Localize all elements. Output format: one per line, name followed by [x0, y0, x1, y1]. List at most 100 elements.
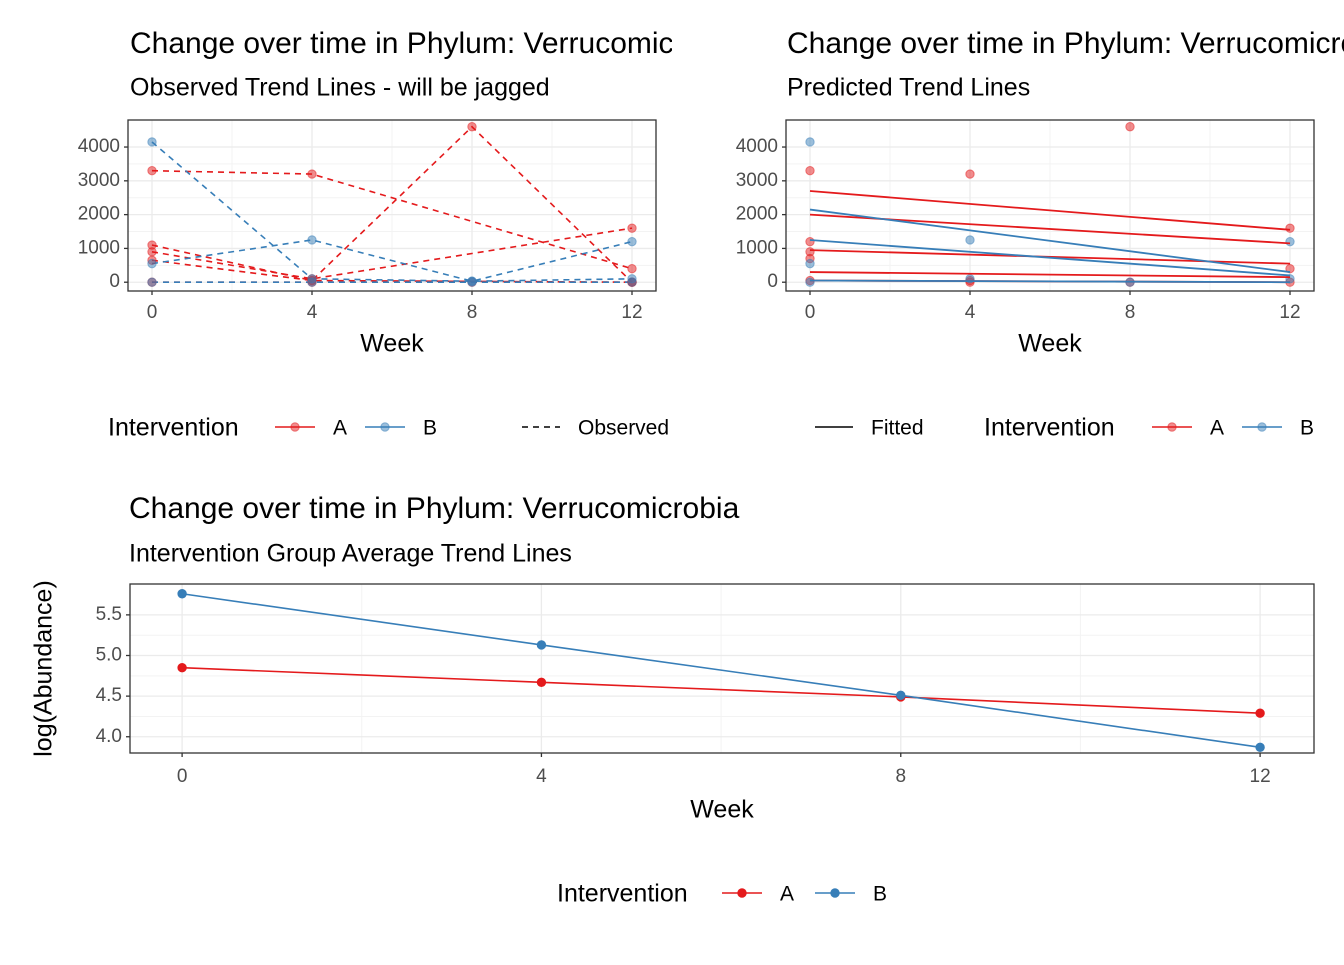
trend-line: [151, 125, 633, 283]
trend-line: [182, 666, 1261, 714]
point: [307, 235, 317, 245]
trend-line: [151, 239, 633, 283]
point: [147, 165, 157, 176]
point: [147, 258, 157, 269]
legend-key-point: [1167, 422, 1177, 432]
panel: 0 1000 2000 3000 4000 0 4 8 12 Change over time i…: [736, 27, 1344, 442]
y-tick-label: 4.5: [96, 685, 122, 706]
point: [536, 677, 547, 688]
y-tick-label: 3000: [736, 170, 778, 191]
point: [307, 277, 317, 287]
x-tick-label: 4: [965, 302, 976, 323]
trend-line: [151, 259, 633, 284]
point: [467, 277, 477, 287]
y-axis-title: log(Abundance): [30, 580, 58, 757]
point: [1285, 223, 1295, 233]
point: [1285, 263, 1295, 274]
point: [627, 223, 637, 233]
x-tick-label: 8: [895, 766, 906, 787]
chart-title: Change over time in Phylum: Verrucomicro…: [129, 492, 740, 525]
trend-line: [809, 279, 1291, 284]
x-tick-label: 8: [467, 302, 478, 323]
y-tick-label: 5.0: [96, 645, 122, 666]
chart-title: Change over time in Phylum: Verrucomicro…: [130, 27, 741, 60]
legend-key-point: [830, 888, 840, 898]
point: [536, 640, 547, 650]
y-tick-label: 2000: [736, 204, 778, 225]
legend-title: Intervention: [984, 414, 1115, 442]
point: [965, 169, 975, 179]
y-tick-label: 3000: [78, 170, 120, 191]
x-tick-label: 12: [1250, 766, 1271, 787]
chart-subtitle: Observed Trend Lines - will be jagged: [130, 74, 550, 102]
x-tick-label: 4: [307, 302, 318, 323]
x-tick-label: 8: [1125, 302, 1136, 323]
point: [805, 137, 815, 147]
point: [147, 247, 157, 257]
trend-line: [181, 592, 1261, 749]
chart-title: Change over time in Phylum: Verrucomicro…: [787, 27, 1344, 60]
point: [965, 235, 975, 245]
point: [147, 137, 157, 147]
y-tick-label: 0: [767, 271, 778, 292]
x-tick-label: 12: [1279, 302, 1300, 323]
plot-frame: [129, 583, 1315, 754]
y-tick-label: 0: [109, 271, 120, 292]
point: [1125, 122, 1135, 132]
chart-subtitle: Intervention Group Average Trend Lines: [129, 540, 572, 568]
chart-subtitle: Predicted Trend Lines: [787, 74, 1030, 102]
legend-key-point: [1257, 422, 1267, 432]
y-tick-label: 4.0: [96, 726, 122, 747]
plot-background: [130, 584, 1314, 753]
legend-key-point: [290, 422, 300, 432]
legend-label: B: [873, 883, 887, 906]
legend-key-point: [737, 888, 747, 898]
y-tick-label: 1000: [736, 237, 778, 258]
trend-line: [151, 141, 633, 283]
legend-label: A: [333, 417, 347, 440]
y-tick-label: 4000: [78, 136, 120, 157]
x-axis-title: Week: [690, 796, 754, 824]
legend-label: A: [780, 883, 794, 906]
trend-line: [151, 227, 633, 280]
point: [805, 277, 815, 287]
legend-title: Intervention: [108, 414, 239, 442]
y-tick-label: 4000: [736, 136, 778, 157]
point: [307, 169, 317, 179]
point: [805, 165, 815, 176]
y-tick-label: 5.5: [96, 604, 122, 625]
point: [627, 236, 637, 247]
point: [1285, 236, 1295, 247]
x-tick-label: 4: [536, 766, 547, 787]
x-tick-label: 0: [805, 302, 816, 323]
x-tick-label: 0: [147, 302, 158, 323]
panel: 0 1000 2000 3000 4000 0 4 8 12 Change over time i…: [78, 27, 741, 442]
x-axis-title: Week: [360, 330, 424, 358]
trend-line: [809, 190, 1291, 231]
point: [805, 258, 815, 269]
legend-label: A: [1210, 417, 1224, 440]
point: [627, 263, 637, 274]
point: [1255, 708, 1265, 718]
point: [805, 236, 815, 247]
y-tick-label: 2000: [78, 204, 120, 225]
legend-label: B: [423, 417, 437, 440]
point: [1255, 742, 1265, 753]
legend-key-point: [380, 422, 390, 432]
x-axis-title: Week: [1018, 330, 1082, 358]
legend-label: Fitted: [871, 417, 924, 440]
point: [147, 277, 157, 287]
x-tick-label: 0: [177, 766, 188, 787]
x-tick-label: 12: [621, 302, 642, 323]
point: [896, 690, 906, 701]
legend-label: Observed: [578, 417, 669, 440]
point: [177, 662, 187, 673]
plot-frame: [127, 119, 657, 292]
panel: 4.0 4.5 5.0 5.5 0 4 8 12 Change over time in Phy…: [30, 492, 1315, 908]
trend-line: [809, 208, 1291, 273]
plot-frame: [785, 119, 1315, 292]
point: [467, 122, 477, 132]
legend-label: B: [1300, 417, 1314, 440]
trend-line: [809, 239, 1291, 277]
